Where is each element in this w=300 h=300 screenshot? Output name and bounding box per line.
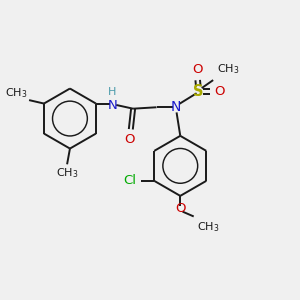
- Text: CH$_3$: CH$_3$: [56, 166, 78, 179]
- Text: O: O: [214, 85, 225, 98]
- Text: H: H: [108, 87, 116, 97]
- Text: O: O: [193, 62, 203, 76]
- Text: CH$_3$: CH$_3$: [197, 220, 220, 234]
- Text: N: N: [107, 99, 117, 112]
- Text: Cl: Cl: [124, 174, 136, 188]
- Text: O: O: [124, 133, 135, 146]
- Text: CH$_3$: CH$_3$: [218, 63, 240, 76]
- Text: N: N: [171, 100, 181, 114]
- Text: O: O: [175, 202, 185, 215]
- Text: S: S: [193, 84, 203, 99]
- Text: CH$_3$: CH$_3$: [5, 86, 28, 100]
